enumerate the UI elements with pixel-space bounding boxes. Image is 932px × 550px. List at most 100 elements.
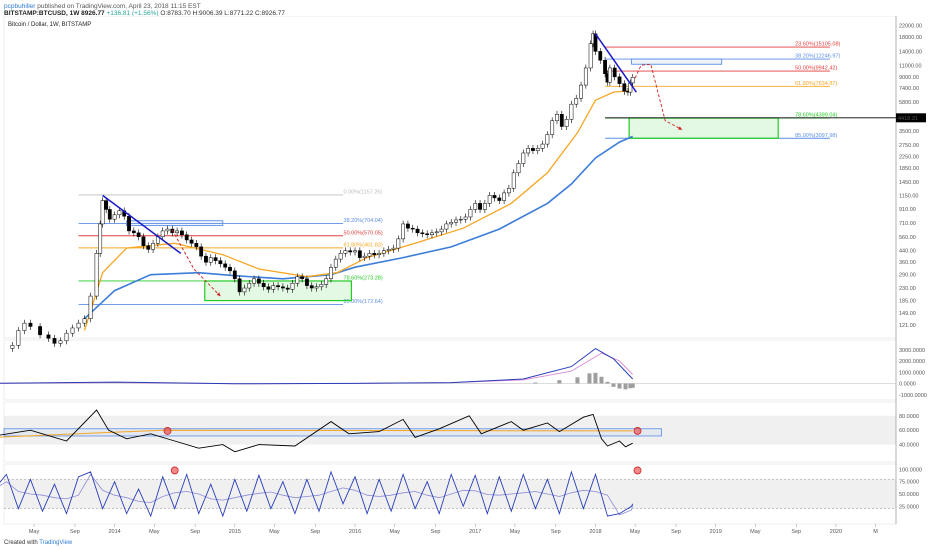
tradingview-logo[interactable]: TradingView — [39, 540, 73, 546]
candle-body — [82, 318, 87, 324]
candle-body — [10, 345, 15, 349]
stoch-k-line — [0, 470, 634, 518]
candle-body — [516, 163, 521, 174]
price-tick-label: 710.00 — [899, 221, 916, 227]
chart-canvas[interactable]: 22000.00 18000.00 14000.00 11000.00 9000.00 7… — [0, 16, 932, 540]
candle-body — [377, 253, 381, 255]
price-tick-label: 185.00 — [899, 299, 916, 305]
candle-body — [502, 192, 506, 201]
candle-body — [64, 332, 69, 342]
stoch-d-line — [0, 473, 634, 516]
time-tick-label: May — [630, 529, 641, 535]
rsi-tick-label: 40.0000 — [899, 443, 919, 449]
price-tick-label: 290.00 — [899, 273, 916, 279]
candle-body — [607, 67, 612, 83]
macd-histogram-bar — [605, 381, 610, 384]
macd-tick-label: 2000.0000 — [899, 359, 925, 365]
candle-body — [507, 188, 511, 194]
candle-body — [232, 270, 237, 280]
candle-body — [391, 247, 396, 250]
candle-body — [583, 67, 588, 86]
candle-body — [329, 266, 333, 280]
candle-body — [76, 322, 81, 329]
created-with-text: Created with — [4, 540, 38, 546]
candle-body — [146, 245, 151, 250]
fib-label-2014: 38.20%(704.04) — [344, 218, 383, 224]
time-tick-label: May — [750, 529, 761, 535]
time-tick-label: Sep — [431, 529, 441, 535]
candle-body — [550, 120, 555, 135]
rsi-resistance-box — [3, 428, 662, 437]
candle-body — [449, 222, 454, 225]
candle-body — [430, 232, 434, 236]
candle-body — [242, 287, 247, 293]
fib-label-2014: 61.80%(461.83) — [344, 242, 383, 248]
candle-body — [180, 230, 184, 236]
candle-body — [184, 234, 189, 241]
candle-body — [367, 253, 372, 257]
price-tick-label: 18000.00 — [899, 35, 922, 41]
fib-label-2018: 23.60%(15105.08) — [795, 42, 840, 48]
candle-body — [333, 258, 338, 268]
candle-body — [208, 257, 213, 263]
candle-body — [569, 103, 574, 120]
macd-histogram-bar — [623, 383, 628, 390]
time-tick-label: 2018 — [589, 529, 601, 535]
candle-body — [622, 83, 627, 92]
candle-body — [319, 284, 324, 288]
stoch-tick-label: 50.0000 — [899, 492, 919, 498]
candle-body — [386, 249, 391, 251]
symbol: BITSTAMP:BTCUSD, 1W — [4, 10, 80, 17]
stoch-tick-label: 100.0000 — [899, 467, 922, 473]
time-tick-label: May — [29, 529, 40, 535]
fib-label-2014: 78.60%(273.28) — [344, 275, 383, 281]
candle-body — [290, 282, 295, 290]
candle-body — [175, 230, 180, 234]
macd-tick-label: 0.0000 — [899, 382, 916, 388]
ohlc-values: O:8783.70 H:9006.39 L:8771.22 C:8926.77 — [160, 10, 286, 17]
rsi-marker — [633, 427, 642, 435]
candle-body — [94, 253, 99, 297]
candle-body — [151, 243, 155, 250]
candle-body — [58, 340, 63, 344]
candle-body — [593, 33, 598, 52]
candle-body — [598, 51, 603, 61]
author-link[interactable]: pcpbuhiller — [4, 3, 36, 10]
price-tick-label: 1850.00 — [899, 166, 919, 172]
macd-line — [0, 348, 634, 385]
candle-body — [630, 77, 635, 84]
pane-macd — [3, 339, 897, 401]
resistance-box — [631, 58, 723, 65]
candle-body — [218, 260, 223, 265]
candle-body — [28, 322, 33, 327]
candle-body — [228, 266, 232, 272]
rsi-tick-label: 60.0000 — [899, 428, 919, 434]
candle-body — [213, 257, 218, 261]
price-change: +136.81 (+1.56%) — [106, 10, 159, 17]
macd-histogram-bar — [611, 383, 616, 387]
candle-body — [511, 172, 516, 189]
time-tick-label: May — [390, 529, 401, 535]
candle-body — [458, 218, 463, 221]
candle-body — [559, 114, 564, 127]
candle-body — [372, 253, 377, 255]
candle-body — [603, 60, 607, 74]
candle-body — [444, 223, 449, 230]
price-marker-label: 4418.31 — [898, 116, 918, 122]
macd-histogram-bar — [593, 372, 598, 384]
candle-body — [165, 228, 170, 232]
time-tick-label: 2014 — [108, 529, 120, 535]
candle-body — [112, 214, 117, 220]
time-tick-label: 2020 — [830, 529, 842, 535]
candle-body — [343, 250, 348, 254]
price-tick-label: 149.00 — [899, 311, 916, 317]
candle-body — [252, 278, 256, 284]
price-tick-label: 910.00 — [899, 207, 916, 213]
pane-price — [3, 16, 897, 339]
macd-tick-label: -1000.0000 — [899, 393, 927, 399]
time-tick-label: May — [269, 529, 280, 535]
price-tick-label: 121.00 — [899, 323, 916, 329]
candle-body — [194, 243, 199, 248]
candle-body — [478, 203, 482, 210]
time-tick-label: May — [510, 529, 521, 535]
